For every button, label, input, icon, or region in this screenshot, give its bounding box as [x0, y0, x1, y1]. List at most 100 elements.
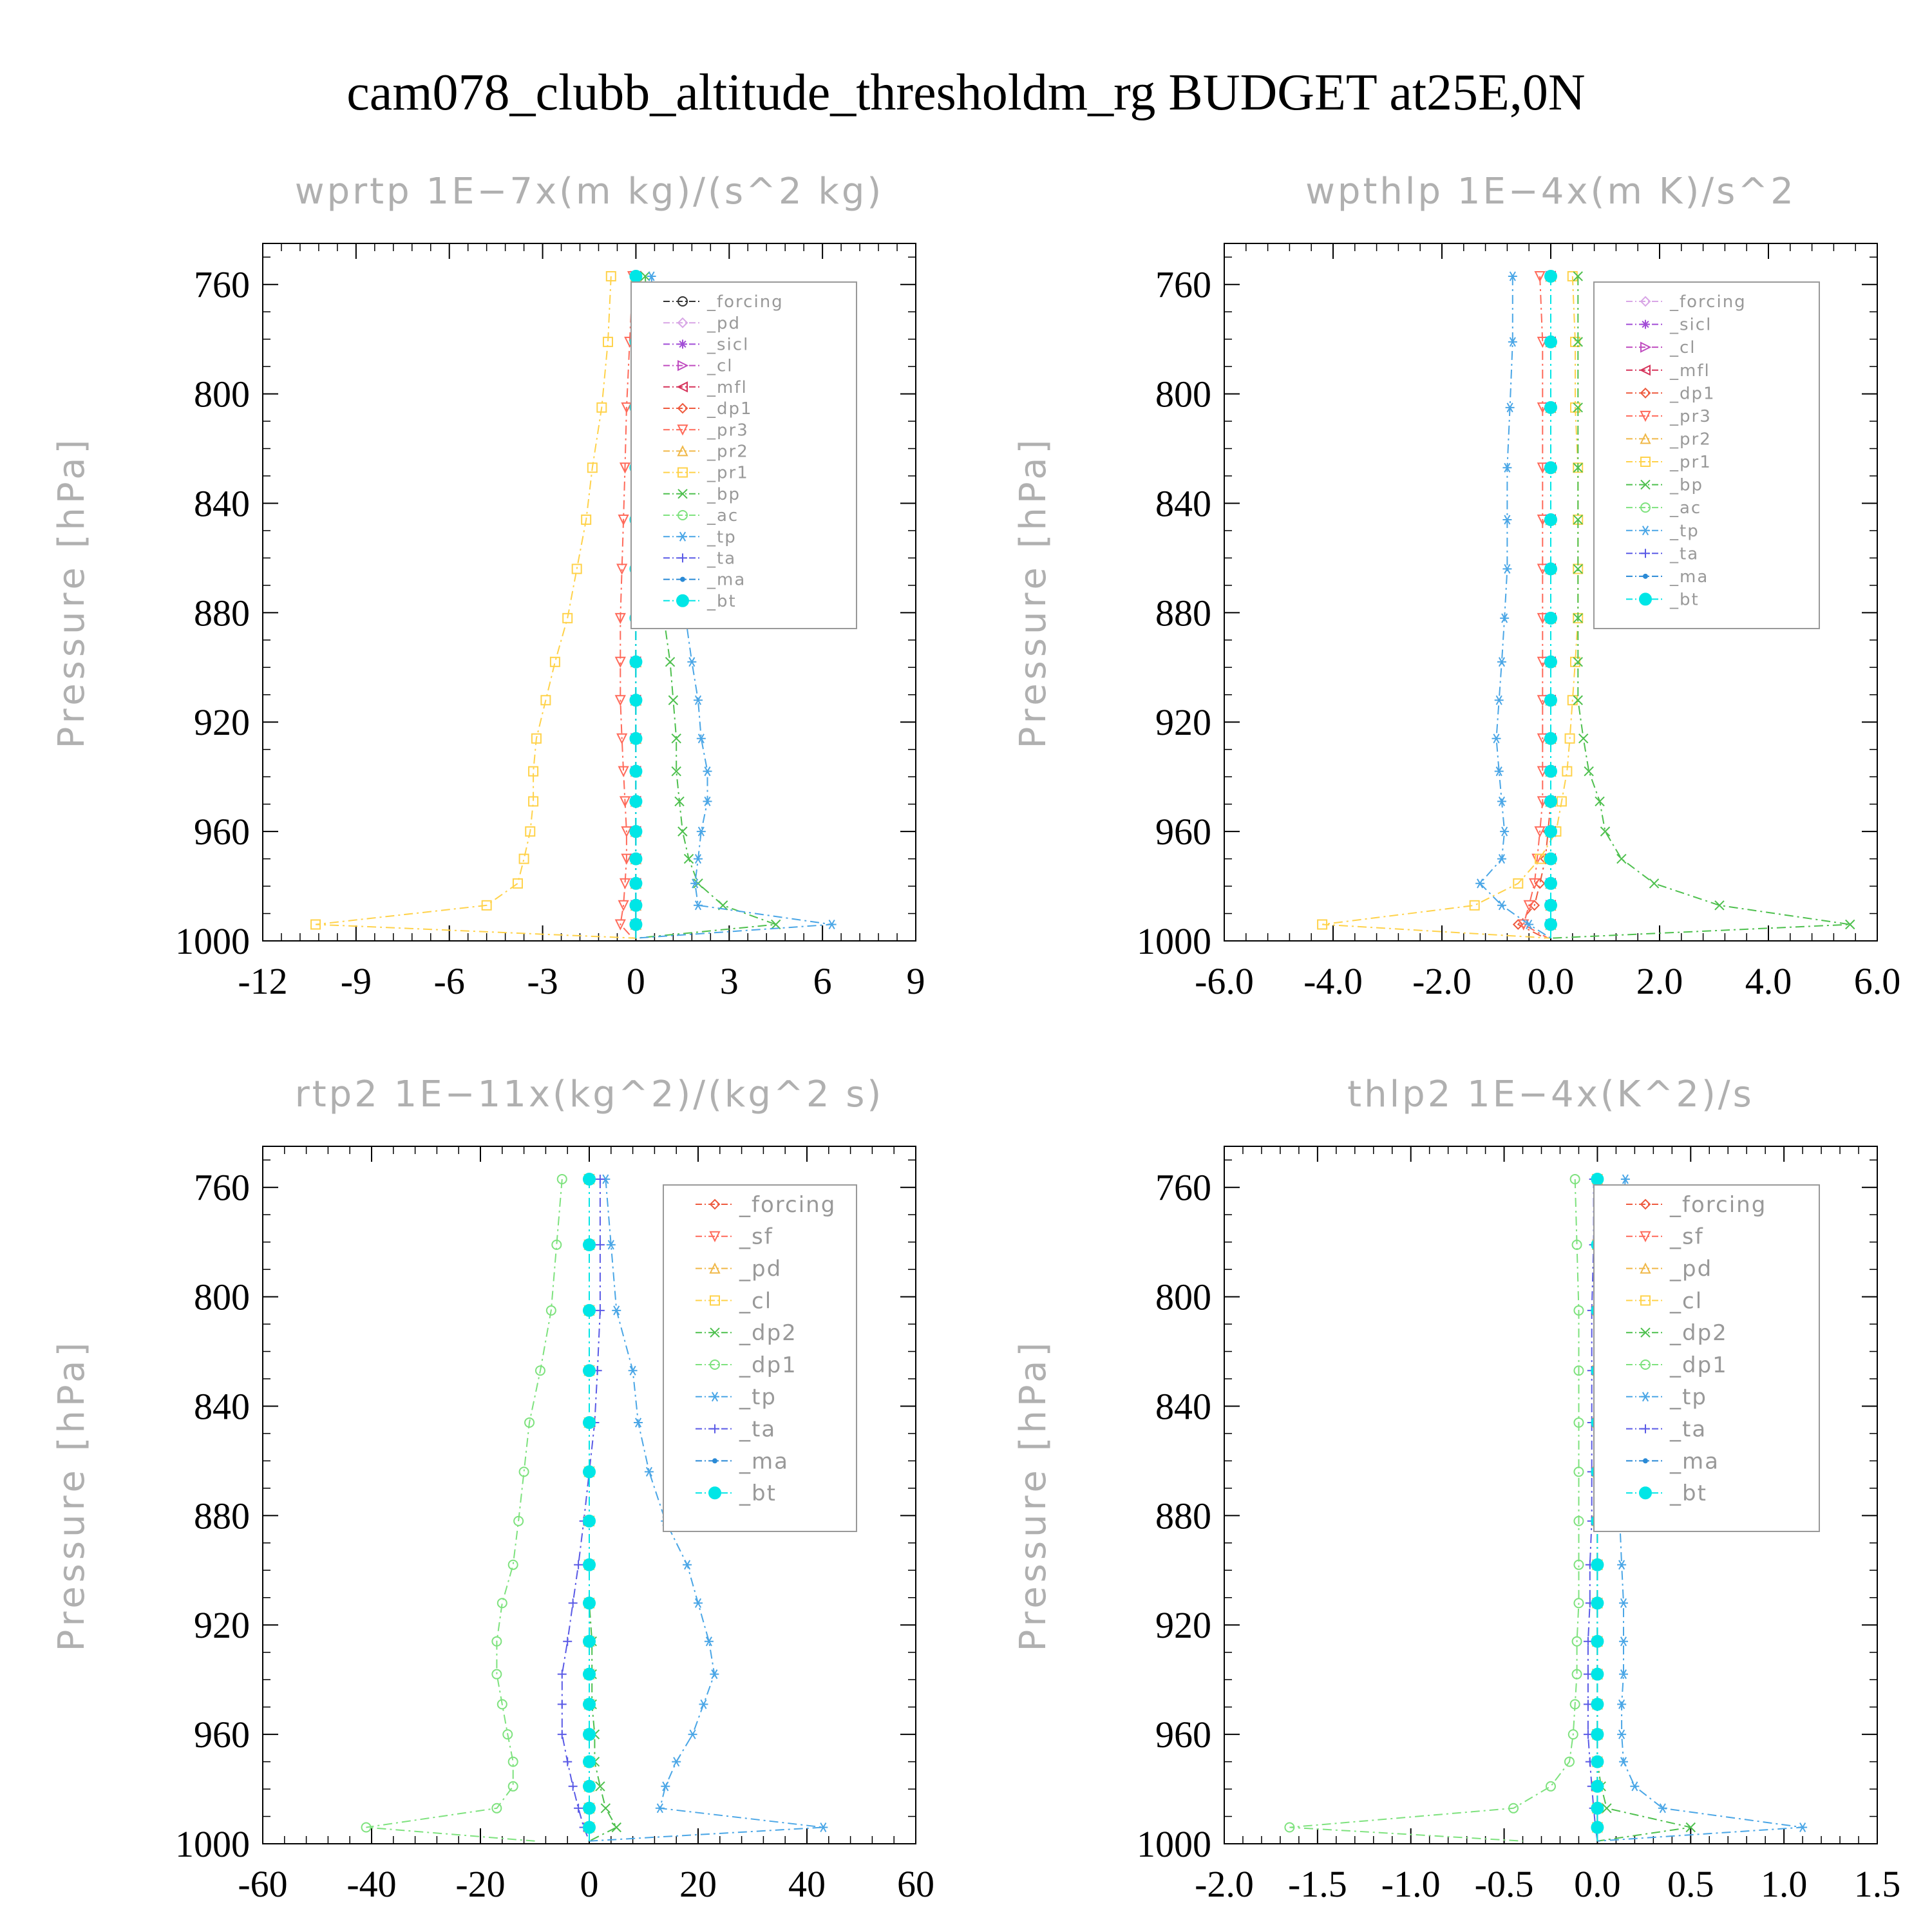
data-point	[1544, 852, 1557, 866]
data-point	[574, 1803, 583, 1813]
chart-panel-1: wprtp 1E−7x(m kg)/(s^2 kg) Pressure [hPa]…	[51, 171, 925, 1002]
legend-marker	[680, 576, 685, 582]
data-point	[571, 564, 582, 574]
legend-label: _forcing	[1669, 292, 1747, 312]
data-point	[771, 919, 781, 930]
legend-label: _pr3	[706, 421, 749, 440]
data-point	[629, 898, 643, 912]
legend-label: _bt	[1669, 591, 1700, 610]
data-point	[614, 612, 626, 625]
legend-label: _forcing	[1669, 1192, 1766, 1218]
data-point	[587, 462, 598, 473]
x-tick-label: -2.0	[1195, 1863, 1254, 1905]
y-tick-label: 800	[1155, 374, 1211, 415]
data-point	[1591, 1755, 1604, 1768]
data-point	[1573, 1598, 1584, 1609]
data-point	[1591, 1821, 1604, 1834]
data-point	[1497, 796, 1506, 806]
y-tick-label: 880	[1155, 1495, 1211, 1537]
legend-label: _pr2	[1669, 430, 1712, 450]
data-point	[640, 271, 650, 281]
legend-label: _pr1	[706, 464, 749, 483]
legend-label: _dp2	[739, 1320, 797, 1346]
data-point	[528, 766, 539, 777]
legend-box	[663, 1184, 857, 1532]
data-point	[1567, 695, 1578, 706]
legend-label: _ma	[739, 1448, 789, 1474]
legend-marker	[1641, 319, 1650, 329]
y-tick-label: 920	[1155, 701, 1211, 743]
data-point	[481, 900, 492, 911]
legend-marker	[677, 424, 688, 436]
data-point	[507, 1781, 518, 1792]
data-point	[1570, 336, 1581, 347]
data-point	[694, 695, 703, 705]
data-point	[1534, 270, 1546, 283]
data-point	[1616, 853, 1627, 864]
data-point	[1591, 1558, 1604, 1571]
y-tick-label: 840	[194, 1385, 250, 1427]
x-tick-label: 6	[813, 960, 832, 1002]
legend-label: _dp2	[1669, 1320, 1728, 1346]
legend-label: _ta	[1669, 544, 1699, 564]
data-point	[1630, 1781, 1640, 1792]
data-point	[551, 1239, 562, 1250]
data-point	[1584, 766, 1594, 777]
data-point	[634, 1417, 643, 1428]
data-point	[696, 734, 706, 744]
data-point	[1618, 1669, 1628, 1680]
x-tick-label: 0.0	[1574, 1863, 1621, 1905]
data-point	[1571, 1636, 1582, 1647]
data-point	[1508, 1803, 1519, 1814]
chart-panel-3: rtp2 1E−11x(kg^2)/(kg^2 s) Pressure [hPa]…	[51, 1074, 934, 1905]
data-point	[583, 1364, 596, 1378]
legend-marker	[1640, 410, 1651, 422]
data-point	[629, 269, 643, 283]
legend-marker	[677, 510, 688, 520]
data-point	[491, 1636, 502, 1647]
data-point	[683, 1560, 692, 1570]
data-point	[1573, 1305, 1584, 1316]
legend-marker	[710, 1295, 720, 1306]
data-point	[583, 1416, 596, 1429]
data-point	[1573, 1365, 1584, 1376]
legend-label: _dp1	[1669, 1352, 1728, 1378]
data-point	[574, 1560, 583, 1569]
x-tick-label: -2.0	[1412, 960, 1472, 1002]
data-point	[629, 876, 643, 890]
data-point	[1602, 1803, 1612, 1814]
data-point	[619, 878, 631, 890]
legend-marker	[678, 339, 687, 349]
data-point	[1500, 826, 1510, 837]
data-point	[1544, 655, 1557, 668]
x-tick-label: 40	[788, 1863, 826, 1905]
series-dp1	[1512, 270, 1557, 939]
data-point	[562, 612, 573, 623]
legend-marker	[1640, 1359, 1651, 1370]
data-point	[1600, 826, 1611, 837]
data-point	[628, 1365, 638, 1376]
data-point	[614, 695, 626, 706]
data-point	[1505, 402, 1515, 413]
data-point	[583, 1779, 596, 1793]
data-point	[1494, 766, 1504, 777]
data-point	[1523, 900, 1535, 912]
data-point	[710, 1669, 719, 1680]
x-tick-label: -1.0	[1381, 1863, 1441, 1905]
legend-label: _pd	[706, 314, 741, 333]
legend-label: _bp	[706, 485, 741, 504]
data-point	[1502, 462, 1512, 473]
data-point	[1502, 564, 1512, 574]
data-point	[629, 764, 643, 778]
series-pr1	[310, 270, 636, 939]
data-point	[629, 694, 643, 707]
data-point	[618, 900, 629, 912]
x-tick-label: -3	[527, 960, 558, 1002]
legend-label: _mfl	[706, 378, 748, 397]
series-tp	[1475, 271, 1551, 939]
figure-title: cam078_clubb_altitude_thresholdm_rg BUDG…	[346, 64, 1585, 121]
data-point	[690, 878, 700, 889]
legend-marker	[709, 1198, 721, 1210]
y-tick-label: 960	[194, 811, 250, 853]
data-point	[614, 919, 626, 931]
